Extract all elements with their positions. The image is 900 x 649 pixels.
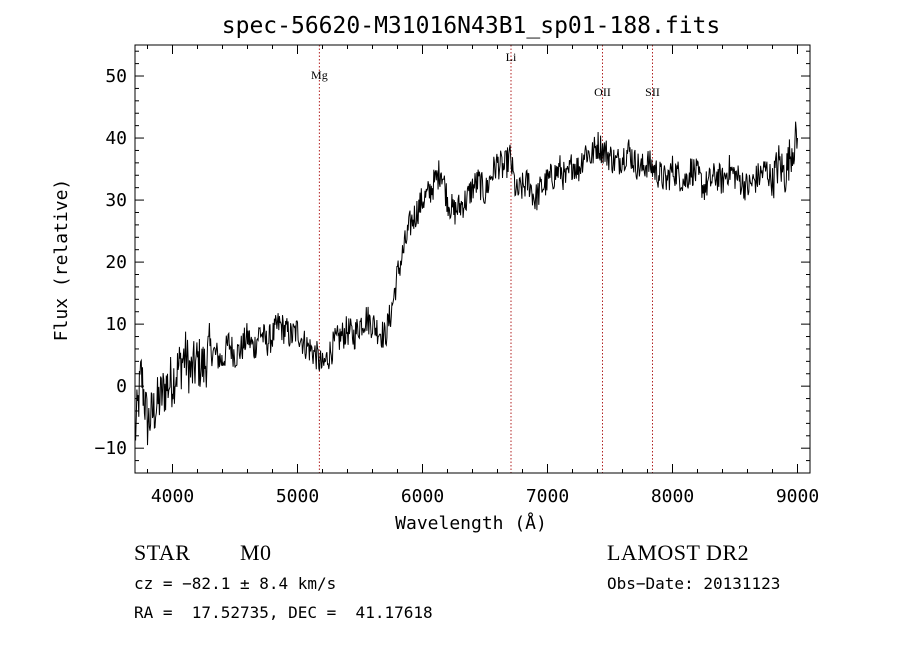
survey-name: LAMOST DR2 <box>607 540 750 565</box>
x-tick-label: 4000 <box>151 486 194 507</box>
chart-title: spec-56620-M31016N43B1_sp01-188.fits <box>222 13 721 39</box>
line-marker-label: Li <box>506 50 517 64</box>
line-marker-label: OII <box>594 85 611 99</box>
obs-date: Obs−Date: 20131123 <box>607 574 781 593</box>
y-tick-label: 10 <box>105 314 127 335</box>
x-tick-label: 6000 <box>401 486 444 507</box>
y-tick-label: 0 <box>116 376 127 397</box>
line-markers: Mg Li OII SII <box>311 45 660 473</box>
y-tick-label: 40 <box>105 128 127 149</box>
x-tick-label: 9000 <box>776 486 819 507</box>
spectrum-line <box>134 121 798 446</box>
y-tick-label: 50 <box>105 66 127 87</box>
plot-frame <box>134 44 811 474</box>
line-marker-label: SII <box>645 85 660 99</box>
object-subclass: M0 <box>240 540 272 565</box>
y-axis-ticks: −10 0 10 20 30 40 50 <box>94 50 810 474</box>
y-tick-label: −10 <box>94 438 127 459</box>
x-tick-label: 5000 <box>276 486 319 507</box>
x-tick-label: 8000 <box>651 486 694 507</box>
object-class: STAR <box>134 540 191 565</box>
spectrum-series <box>134 121 798 446</box>
line-marker-label: Mg <box>311 68 328 82</box>
y-tick-label: 30 <box>105 190 127 211</box>
y-tick-label: 20 <box>105 252 127 273</box>
coordinates: RA = 17.52735, DEC = 41.17618 <box>134 603 433 622</box>
x-axis-ticks: 4000 5000 6000 7000 8000 9000 <box>147 45 819 507</box>
velocity-readout: cz = −82.1 ± 8.4 km/s <box>134 574 337 593</box>
x-tick-label: 7000 <box>526 486 569 507</box>
y-axis-label: Flux (relative) <box>51 179 72 342</box>
x-axis-label: Wavelength (Å) <box>395 512 547 534</box>
